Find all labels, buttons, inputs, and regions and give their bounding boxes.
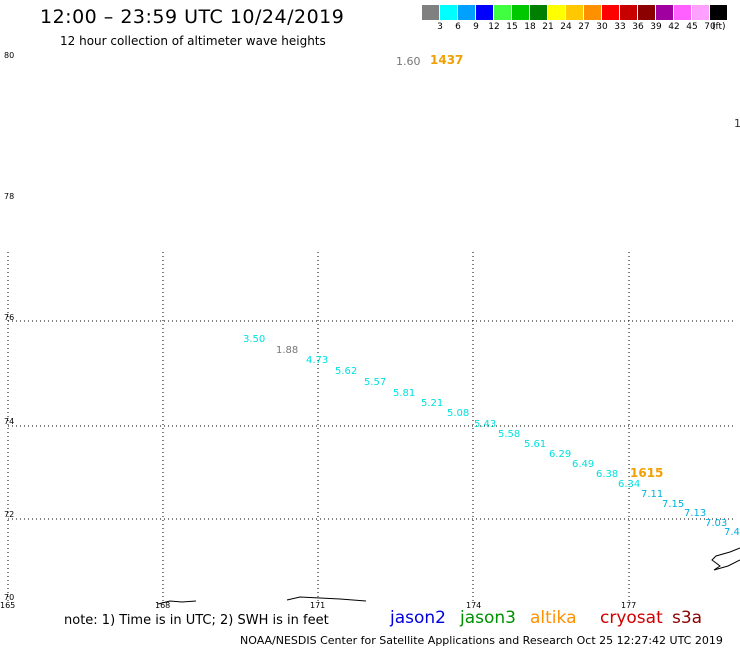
latitude-label: 78 <box>4 192 14 201</box>
color-scale-labels: 3 6 9 12 15 18 21 24 27 30 33 36 39 42 45 70 <box>422 22 719 32</box>
scale-label: 33 <box>614 22 626 32</box>
scale-label: 6 <box>455 22 461 32</box>
wave-height-label: 7.03 <box>705 518 727 529</box>
wave-height-label: 3.50 <box>243 334 265 345</box>
color-scale-bar <box>422 5 728 20</box>
satellite-altika: altika <box>530 608 577 628</box>
wave-height-label: 5.21 <box>421 398 443 409</box>
wave-height-label: 7.15 <box>662 499 684 510</box>
scale-label: 24 <box>560 22 572 32</box>
scale-swatch <box>476 5 494 20</box>
scale-swatch <box>512 5 530 20</box>
scale-label: 45 <box>686 22 698 32</box>
scale-label: 27 <box>578 22 590 32</box>
longitude-label: 168 <box>155 601 170 610</box>
scale-label: 39 <box>650 22 662 32</box>
longitude-label: 174 <box>466 601 481 610</box>
wave-height-label: 4.73 <box>306 355 328 366</box>
scale-swatch <box>710 5 728 20</box>
scale-swatch <box>566 5 584 20</box>
scale-swatch <box>656 5 674 20</box>
wave-height-label: 5.58 <box>498 429 520 440</box>
scale-swatch <box>422 5 440 20</box>
coastline <box>157 600 197 605</box>
coastline <box>711 547 740 571</box>
scale-label: 9 <box>473 22 479 32</box>
scale-swatch <box>494 5 512 20</box>
wave-height-label: 7.13 <box>684 508 706 519</box>
scale-swatch <box>620 5 638 20</box>
scale-swatch <box>530 5 548 20</box>
wave-height-label: 6.34 <box>618 479 640 490</box>
satellite-s3a: s3a <box>672 608 703 628</box>
scale-label: 42 <box>668 22 680 32</box>
top-pass-time: 1437 <box>430 53 464 67</box>
scale-label: 3 <box>437 22 443 32</box>
scale-swatch <box>584 5 602 20</box>
scale-label: 30 <box>596 22 608 32</box>
coastline <box>286 596 367 602</box>
scale-swatch <box>692 5 710 20</box>
latitude-label: 70 <box>4 593 14 602</box>
scale-swatch <box>440 5 458 20</box>
footer-credit: NOAA/NESDIS Center for Satellite Applica… <box>240 634 723 647</box>
scale-swatch <box>602 5 620 20</box>
longitude-label: 165 <box>0 601 15 610</box>
scale-label: 18 <box>524 22 536 32</box>
wave-height-label: 6.38 <box>596 469 618 480</box>
longitude-label: 171 <box>310 601 325 610</box>
wave-height-label: 6.29 <box>549 449 571 460</box>
map-title: 12:00 – 23:59 UTC 10/24/2019 <box>40 6 345 28</box>
wave-height-label: 7.11 <box>641 489 663 500</box>
top-gray-value: 1.60 <box>396 55 421 68</box>
wave-height-label: 5.61 <box>524 439 546 450</box>
wave-height-label: 6.49 <box>572 459 594 470</box>
scale-label: 36 <box>632 22 644 32</box>
latitude-label: 80 <box>4 51 14 60</box>
map-subtitle: 12 hour collection of altimeter wave hei… <box>60 34 326 48</box>
wave-height-label: 5.43 <box>474 419 496 430</box>
scale-label: 21 <box>542 22 554 32</box>
wave-height-label: 5.08 <box>447 408 469 419</box>
latitude-label: 74 <box>4 417 14 426</box>
latitude-label: 72 <box>4 510 14 519</box>
scale-label: 15 <box>506 22 518 32</box>
scale-swatch <box>548 5 566 20</box>
longitude-label: 177 <box>621 601 636 610</box>
scale-swatch <box>638 5 656 20</box>
scale-swatch <box>458 5 476 20</box>
wave-height-label: 5.57 <box>364 377 386 388</box>
satellite-cryosat: cryosat <box>600 608 663 628</box>
wave-height-label: 1.88 <box>276 345 298 356</box>
wave-height-label: 7.4 <box>724 527 740 538</box>
wave-height-label: 5.81 <box>393 388 415 399</box>
satellite-jason3: jason3 <box>460 608 516 628</box>
wave-height-label: 5.62 <box>335 366 357 377</box>
satellite-jason2: jason2 <box>390 608 446 628</box>
scale-swatch <box>674 5 692 20</box>
scale-label: 12 <box>488 22 500 32</box>
track-pass-time: 1615 <box>630 466 664 480</box>
scale-label: 70 <box>704 22 716 32</box>
latitude-label: 76 <box>4 313 14 322</box>
footer-note: note: 1) Time is in UTC; 2) SWH is in fe… <box>64 613 329 628</box>
color-scale-unit: (ft) <box>712 22 726 32</box>
edge-mark: 1 <box>734 117 740 130</box>
